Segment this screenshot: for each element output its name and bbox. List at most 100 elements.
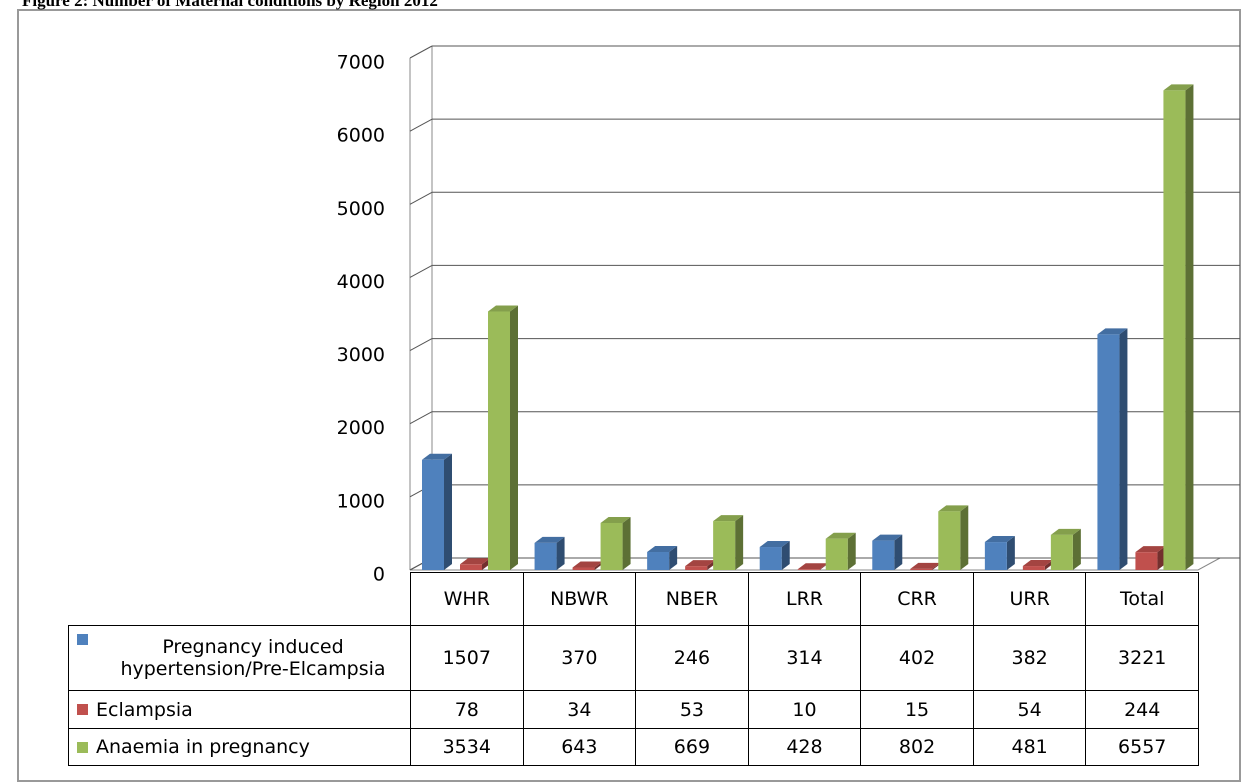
- value-label: 643: [522, 728, 637, 766]
- legend-label: Eclampsia: [96, 698, 193, 721]
- bar-side: [1185, 84, 1194, 570]
- y-tick-label: 3000: [337, 344, 385, 366]
- bar: [600, 522, 623, 570]
- bar: [938, 511, 961, 570]
- bar: [1135, 552, 1158, 570]
- legend-entry: Anaemia in pregnancy: [68, 728, 411, 766]
- bar-top: [984, 536, 1015, 543]
- bar-side: [1006, 536, 1015, 570]
- bar-top: [534, 536, 565, 543]
- y-tick-label: 0: [373, 564, 385, 586]
- value-label: 246: [635, 625, 749, 691]
- bar-top: [713, 515, 744, 522]
- bar-top: [600, 516, 631, 523]
- bar-top: [1097, 328, 1128, 335]
- bar: [1097, 334, 1120, 570]
- value-label: 1507: [410, 625, 524, 691]
- bar-side: [444, 453, 452, 570]
- bar: [797, 569, 820, 570]
- bar-top: [1135, 546, 1166, 553]
- bar-side: [1119, 328, 1128, 570]
- bar-top: [1022, 560, 1053, 567]
- value-label: 244: [1085, 690, 1199, 729]
- legend-swatch: [77, 634, 88, 645]
- bar-side: [1072, 528, 1081, 570]
- grid-line-side: [409, 264, 433, 278]
- value-label: 53: [635, 690, 749, 729]
- frame: [17, 9, 1241, 782]
- x-tick-label: LRR: [747, 572, 862, 626]
- bar-top: [759, 541, 790, 548]
- y-tick-label: 1000: [337, 490, 385, 512]
- bar-top: [1163, 84, 1194, 91]
- value-label: 3534: [410, 728, 524, 766]
- bar-side: [847, 532, 856, 570]
- value-label: 802: [860, 728, 974, 766]
- x-tick-label: WHR: [410, 572, 524, 626]
- bar-top: [647, 546, 678, 553]
- x-tick-label: CRR: [860, 572, 974, 626]
- bar: [759, 547, 782, 570]
- bar-top: [797, 563, 828, 570]
- y-tick-label: 6000: [337, 125, 385, 147]
- value-label: 428: [747, 728, 862, 766]
- value-label: 382: [972, 625, 1087, 691]
- grid-line-side: [409, 338, 433, 352]
- value-label: 669: [635, 728, 749, 766]
- bar: [460, 564, 482, 570]
- value-label: 481: [972, 728, 1087, 766]
- legend-entry: Pregnancy induced hypertension/Pre-Elcam…: [68, 625, 411, 691]
- bar: [910, 568, 933, 570]
- legend-label: Pregnancy induced hypertension/Pre-Elcam…: [120, 636, 386, 680]
- bar: [1050, 534, 1073, 570]
- bar-top: [685, 560, 716, 567]
- y-tick-label: 4000: [337, 271, 385, 293]
- bar-top: [1050, 528, 1081, 535]
- bar: [534, 542, 557, 570]
- bar-side: [510, 305, 518, 570]
- bar: [1163, 90, 1186, 570]
- value-label: 10: [747, 690, 862, 729]
- bar: [422, 459, 444, 570]
- bar: [572, 567, 595, 570]
- grid-line-side: [409, 45, 433, 59]
- bar: [488, 311, 510, 570]
- bar: [685, 566, 708, 570]
- value-label: 370: [522, 625, 637, 691]
- grid-line-side: [409, 118, 433, 132]
- legend-label: Anaemia in pregnancy: [96, 736, 310, 758]
- bar-top: [872, 534, 903, 541]
- value-label: 54: [972, 690, 1087, 729]
- legend-entry: Eclampsia: [68, 690, 411, 729]
- bar-side: [960, 505, 969, 570]
- x-tick-label: Total: [1085, 572, 1199, 626]
- bar-side: [781, 541, 790, 570]
- bar-side: [735, 515, 744, 570]
- bar-side: [556, 536, 565, 570]
- bar: [1022, 566, 1045, 570]
- y-tick-label: 7000: [337, 52, 385, 74]
- value-label: 15: [860, 690, 974, 729]
- bar-side: [669, 546, 678, 570]
- bar: [713, 521, 736, 570]
- bar-side: [622, 516, 631, 570]
- bar: [872, 540, 895, 570]
- value-label: 314: [747, 625, 862, 691]
- value-label: 78: [410, 690, 524, 729]
- bar-top: [460, 558, 490, 565]
- x-tick-label: NBWR: [522, 572, 637, 626]
- bar-top: [488, 305, 518, 312]
- value-label: 402: [860, 625, 974, 691]
- y-tick-label: 2000: [337, 417, 385, 439]
- legend-swatch: [77, 704, 88, 715]
- bar: [825, 538, 848, 570]
- x-tick-label: URR: [972, 572, 1087, 626]
- x-tick-label: NBER: [635, 572, 749, 626]
- value-label: 34: [522, 690, 637, 729]
- bar-top: [910, 562, 941, 569]
- grid-line-side: [409, 411, 433, 425]
- legend-swatch: [77, 741, 88, 753]
- bar: [984, 542, 1007, 570]
